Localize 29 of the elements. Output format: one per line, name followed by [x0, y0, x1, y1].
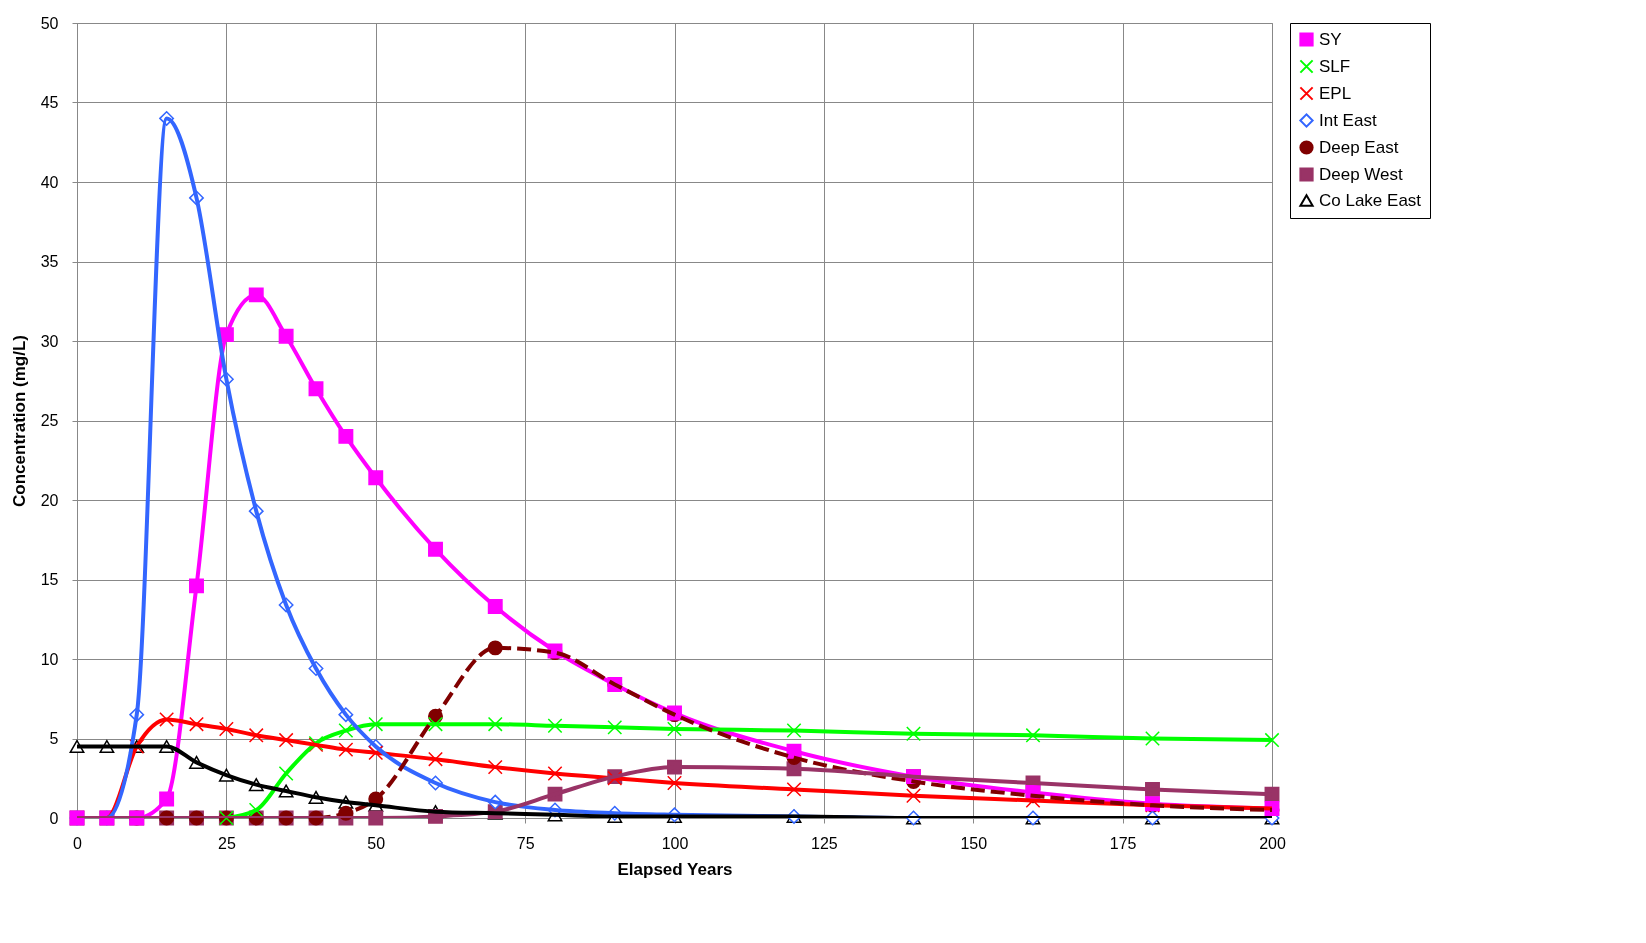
y-tick-label: 0	[49, 809, 59, 827]
y-axis-title: Concentration (mg/L)	[9, 335, 29, 507]
y-tick-label: 10	[40, 650, 59, 668]
legend-label: Co Lake East	[1319, 190, 1422, 210]
x-tick-label: 125	[811, 834, 838, 852]
x-tick-label: 150	[960, 834, 988, 852]
y-tick-label: 20	[40, 491, 59, 509]
y-tick-label: 5	[49, 730, 59, 747]
x-tick-label: 25	[217, 834, 236, 852]
y-tick-label: 25	[40, 412, 59, 429]
x-tick-label: 100	[661, 834, 689, 852]
x-tick-label: 50	[367, 834, 386, 852]
legend-label: EPL	[1319, 83, 1352, 103]
y-tick-label: 15	[40, 571, 59, 588]
legend-label: SY	[1319, 29, 1342, 49]
legend-label: Deep West	[1319, 164, 1404, 184]
x-axis-title: Elapsed Years	[617, 859, 733, 879]
y-tick-label: 35	[40, 253, 59, 270]
y-tick-label: 50	[40, 14, 59, 32]
legend-label: Deep East	[1319, 137, 1399, 157]
y-tick-label: 30	[40, 332, 59, 350]
x-tick-label: 200	[1259, 834, 1286, 852]
y-tick-label: 40	[40, 173, 59, 191]
x-tick-label: 175	[1109, 834, 1137, 852]
legend-label: SLF	[1319, 56, 1351, 76]
x-tick-label: 0	[73, 834, 83, 852]
legend-label: Int East	[1319, 110, 1377, 130]
x-tick-label: 75	[516, 834, 535, 852]
y-tick-label: 45	[40, 94, 59, 111]
